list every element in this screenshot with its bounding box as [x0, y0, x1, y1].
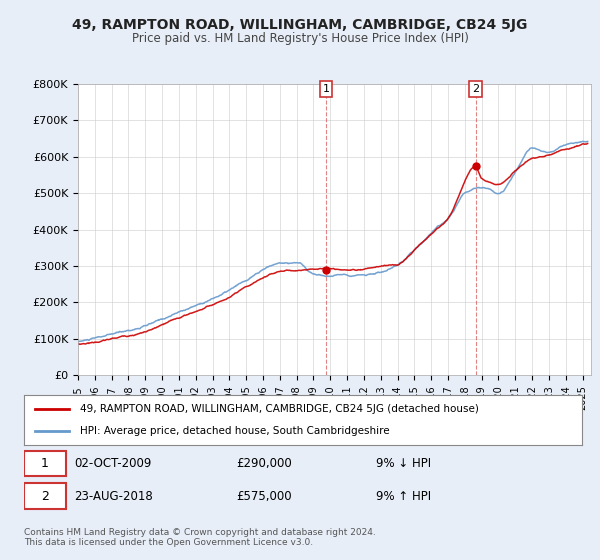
Text: 1: 1 [41, 457, 49, 470]
Text: Contains HM Land Registry data © Crown copyright and database right 2024.
This d: Contains HM Land Registry data © Crown c… [24, 528, 376, 547]
Text: 49, RAMPTON ROAD, WILLINGHAM, CAMBRIDGE, CB24 5JG: 49, RAMPTON ROAD, WILLINGHAM, CAMBRIDGE,… [73, 18, 527, 32]
Text: HPI: Average price, detached house, South Cambridgeshire: HPI: Average price, detached house, Sout… [80, 426, 389, 436]
FancyBboxPatch shape [24, 451, 66, 477]
Text: 23-AUG-2018: 23-AUG-2018 [74, 490, 153, 503]
Text: 2: 2 [41, 490, 49, 503]
Text: 9% ↑ HPI: 9% ↑ HPI [376, 490, 431, 503]
Text: Price paid vs. HM Land Registry's House Price Index (HPI): Price paid vs. HM Land Registry's House … [131, 32, 469, 45]
Text: £575,000: £575,000 [236, 490, 292, 503]
Text: £290,000: £290,000 [236, 457, 292, 470]
Text: 49, RAMPTON ROAD, WILLINGHAM, CAMBRIDGE, CB24 5JG (detached house): 49, RAMPTON ROAD, WILLINGHAM, CAMBRIDGE,… [80, 404, 479, 414]
Text: 2: 2 [472, 84, 479, 94]
FancyBboxPatch shape [24, 483, 66, 509]
Text: 1: 1 [323, 84, 329, 94]
Text: 9% ↓ HPI: 9% ↓ HPI [376, 457, 431, 470]
Text: 02-OCT-2009: 02-OCT-2009 [74, 457, 152, 470]
